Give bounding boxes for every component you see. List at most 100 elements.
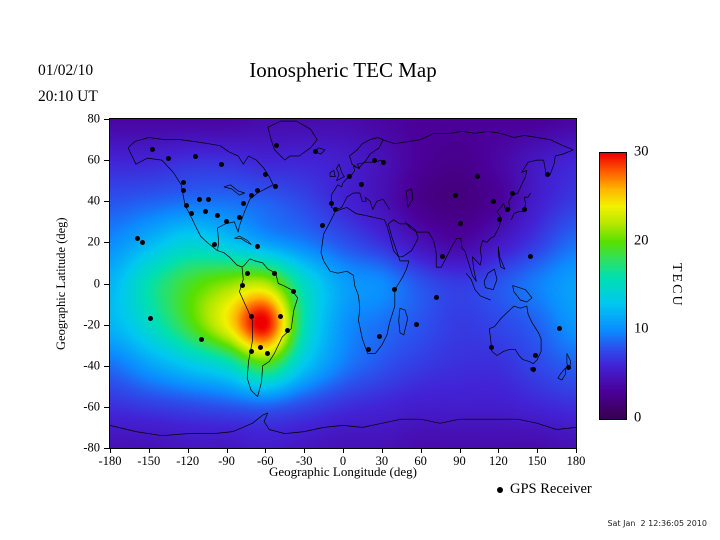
gps-receiver-legend: GPS Receiver bbox=[497, 481, 592, 498]
colorbar bbox=[599, 152, 627, 420]
gps-receiver-dot bbox=[284, 328, 290, 334]
gps-receiver-dot bbox=[203, 209, 209, 215]
gps-receiver-dot bbox=[291, 289, 297, 295]
y-tick-mark bbox=[104, 160, 109, 162]
y-tick-mark bbox=[104, 406, 109, 408]
y-tick-mark bbox=[104, 242, 109, 244]
x-tick-mark bbox=[226, 448, 228, 453]
y-tick-label: -80 bbox=[83, 440, 100, 455]
gps-receiver-dot bbox=[248, 192, 254, 198]
observation-date: 01/02/10 bbox=[38, 62, 94, 79]
x-tick-label: 60 bbox=[414, 454, 427, 468]
gps-receiver-dot bbox=[489, 344, 495, 350]
colorbar-tick-label: 20 bbox=[634, 232, 649, 249]
gps-receiver-dot bbox=[239, 283, 245, 289]
gps-receiver-dot bbox=[236, 215, 242, 221]
gps-receiver-dot bbox=[181, 180, 187, 186]
x-tick-mark bbox=[576, 448, 577, 453]
gps-receiver-dot bbox=[218, 161, 224, 167]
y-tick-mark bbox=[104, 283, 109, 285]
x-axis-ticks: -180 -150 -120 -90 -60 -30 0 30 60 90 120 150 180 bbox=[99, 448, 585, 476]
gps-receiver-dot bbox=[255, 188, 261, 194]
x-tick-mark bbox=[498, 448, 500, 453]
gps-receiver-dot bbox=[262, 172, 268, 178]
x-tick-label: -180 bbox=[98, 454, 122, 468]
gps-receiver-dot bbox=[510, 190, 516, 196]
x-tick-label: -150 bbox=[137, 454, 161, 468]
gps-receiver-dot bbox=[224, 219, 229, 225]
x-tick-label: 90 bbox=[453, 454, 466, 468]
gps-receiver-dot bbox=[556, 326, 562, 332]
y-tick-mark bbox=[104, 119, 109, 120]
gps-receiver-dot bbox=[183, 202, 189, 208]
gps-receiver-dot bbox=[414, 322, 420, 328]
gps-receiver-dot bbox=[196, 196, 202, 202]
x-tick-label: -60 bbox=[256, 454, 274, 468]
gps-receiver-dot bbox=[257, 344, 263, 350]
gps-receiver-dot bbox=[255, 243, 261, 249]
colorbar-tick-label: 0 bbox=[634, 409, 642, 426]
y-tick-mark bbox=[104, 201, 109, 203]
gps-receiver-dot bbox=[528, 254, 534, 260]
gps-receiver-dot bbox=[332, 206, 338, 212]
colorbar-canvas bbox=[600, 153, 626, 419]
gps-receiver-dot bbox=[533, 352, 539, 358]
y-tick-label: 20 bbox=[87, 234, 101, 249]
colorbar-title: TECU bbox=[669, 262, 684, 308]
x-tick-mark bbox=[343, 448, 344, 453]
gps-receiver-dot bbox=[265, 350, 271, 356]
gps-receiver-dot bbox=[313, 149, 319, 155]
y-axis-title: Geographic Latitude (deg) bbox=[54, 217, 68, 350]
gps-receiver-dot bbox=[244, 270, 250, 276]
gps-receiver-dot bbox=[453, 192, 459, 198]
gps-receiver-dot bbox=[380, 159, 386, 165]
gps-receiver-dot-icon bbox=[497, 486, 503, 493]
gps-receiver-dot bbox=[376, 334, 382, 340]
y-tick-label: 0 bbox=[93, 276, 100, 290]
gps-receiver-dot bbox=[274, 143, 280, 149]
y-tick-mark bbox=[104, 324, 109, 326]
x-tick-mark bbox=[459, 448, 461, 453]
gps-receiver-dot bbox=[392, 287, 398, 293]
x-tick-mark bbox=[187, 448, 189, 453]
gps-receiver-dot bbox=[440, 254, 446, 260]
gps-receiver-dot bbox=[150, 147, 156, 153]
page-title: Ionospheric TEC Map bbox=[249, 58, 437, 82]
gps-receiver-dot bbox=[358, 182, 364, 188]
gps-receiver-dot bbox=[134, 235, 140, 241]
tec-heatmap-canvas bbox=[110, 119, 576, 448]
gps-receiver-legend-label: GPS Receiver bbox=[510, 481, 592, 497]
creation-timestamp: Sat Jan 2 12:36:05 2010 bbox=[607, 519, 707, 528]
x-tick-label: -30 bbox=[295, 454, 313, 468]
gps-receiver-dot bbox=[328, 200, 334, 206]
observation-datetime: 01/02/10 20:10 UT bbox=[38, 58, 98, 110]
gps-receiver-dot bbox=[248, 313, 254, 319]
gps-receiver-dot bbox=[346, 174, 352, 180]
colorbar-labels: 30 20 10 0 bbox=[634, 144, 664, 426]
x-tick-label: 0 bbox=[339, 454, 347, 468]
gps-receiver-dot bbox=[530, 367, 536, 373]
gps-receiver-dot bbox=[189, 211, 195, 217]
x-tick-mark bbox=[110, 448, 111, 453]
gps-receiver-dot bbox=[147, 315, 153, 321]
map-plot-area bbox=[109, 118, 577, 449]
y-axis-ticks: 80 60 40 20 0 -20 -40 -60 -80 bbox=[70, 112, 109, 455]
gps-receiver-dot bbox=[212, 241, 218, 247]
gps-receiver-dot bbox=[497, 217, 503, 223]
y-tick-label: 40 bbox=[87, 193, 101, 208]
gps-dots-layer bbox=[110, 119, 576, 448]
y-tick-mark bbox=[104, 365, 109, 367]
gps-receiver-dot bbox=[521, 206, 527, 212]
x-tick-mark bbox=[537, 448, 539, 453]
y-tick-label: 80 bbox=[87, 111, 101, 126]
gps-receiver-dot bbox=[271, 270, 277, 276]
gps-receiver-dot bbox=[205, 196, 211, 202]
x-tick-mark bbox=[381, 448, 383, 453]
x-axis-title: Geographic Longitude (deg) bbox=[268, 464, 417, 479]
colorbar-tick-label: 30 bbox=[634, 143, 649, 160]
gps-receiver-dot bbox=[504, 206, 510, 212]
gps-receiver-dot bbox=[139, 239, 145, 245]
gps-receiver-dot bbox=[371, 157, 377, 163]
coastlines-svg bbox=[110, 120, 576, 437]
